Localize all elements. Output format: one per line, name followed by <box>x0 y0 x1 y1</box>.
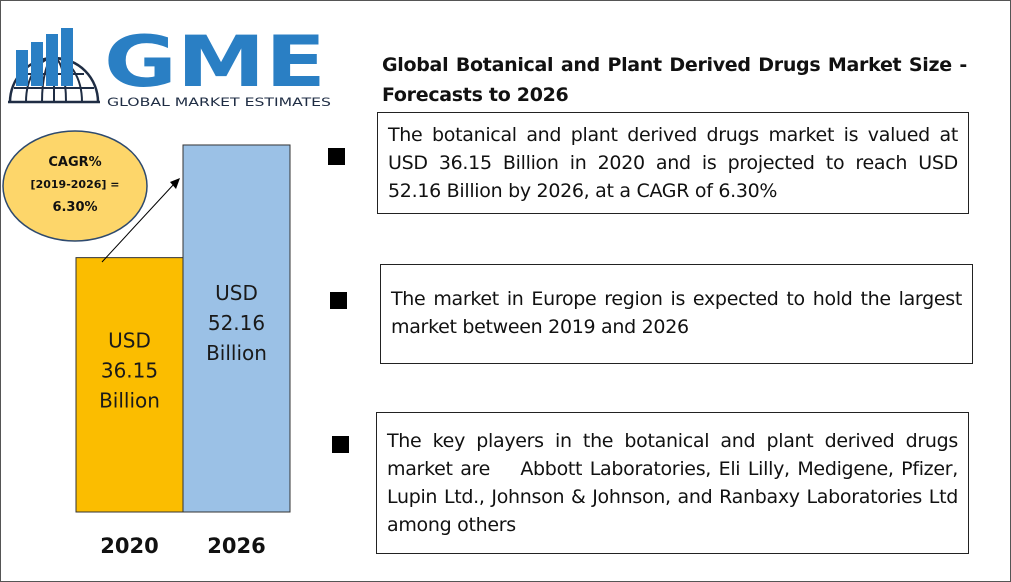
logo-tagline: GLOBAL MARKET ESTIMATES <box>107 95 331 109</box>
bar-data-label: Billion <box>99 389 160 413</box>
bar-data-label: 52.16 <box>208 311 265 335</box>
cagr-period: [2019-2026] = <box>31 178 120 191</box>
cagr-bubble: CAGR% [2019-2026] = 6.30% <box>2 130 148 242</box>
cagr-value: 6.30% <box>52 200 97 215</box>
logo-wordmark: GME <box>104 22 326 103</box>
insight-text: The market in Europe region is expected … <box>391 288 962 338</box>
globe-icon <box>8 28 100 104</box>
cagr-label: CAGR% <box>48 155 101 170</box>
market-size-chart: USD 36.15 Billion 2020 USD 52.16 Billion 2026 C… <box>2 130 291 558</box>
insight-box-region: The market in Europe region is expected … <box>380 264 973 364</box>
bar-2020 <box>75 257 184 513</box>
insight-text: The key players in the botanical and pla… <box>387 430 964 536</box>
bullet-square <box>328 148 345 165</box>
bar-data-label: USD <box>108 329 151 353</box>
growth-arrow-head <box>170 178 180 189</box>
bar-data-label: 36.15 <box>101 359 158 383</box>
insight-box-market-value: The botanical and plant derived drugs ma… <box>377 112 969 214</box>
x-tick-label: 2026 <box>207 534 265 558</box>
bar-2026 <box>182 144 291 513</box>
page-title: Global Botanical and Plant Derived Drugs… <box>382 54 967 106</box>
x-tick-label: 2020 <box>100 534 158 558</box>
cagr-ellipse <box>2 130 148 242</box>
growth-arrow <box>101 183 175 263</box>
bar-data-label: USD <box>215 281 258 305</box>
bullet-square <box>330 292 347 309</box>
insight-box-key-players: The key players in the botanical and pla… <box>376 412 969 554</box>
bar-data-label: Billion <box>206 341 267 365</box>
bullet-square <box>332 436 349 453</box>
gme-logo: GME GLOBAL MARKET ESTIMATES <box>8 22 331 109</box>
insight-text: The botanical and plant derived drugs ma… <box>388 124 958 202</box>
